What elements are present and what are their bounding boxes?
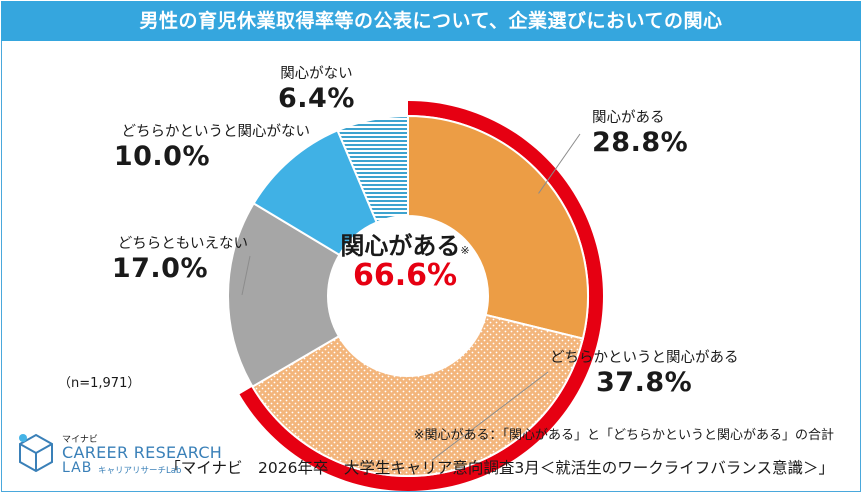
- slice-interested: [407, 114, 589, 340]
- slice-label-somewhat-interested: どちらかというと関心がある 37.8%: [550, 346, 739, 398]
- highlight-label: 関心がある: [340, 232, 461, 260]
- logo-sub-text: キャリアリサーチLab: [98, 466, 182, 476]
- slice-label-not-interested: 関心がない 6.4%: [278, 62, 355, 114]
- slice-label-interested: 関心がある 28.8%: [592, 106, 688, 158]
- cube-logo-icon: [19, 433, 53, 473]
- logo-main-text: CAREER RESEARCH: [62, 443, 223, 462]
- highlight-mark: ※: [460, 244, 470, 257]
- slice-name: 関心がある: [592, 110, 665, 126]
- slice-label-somewhat-not-interested: どちらかというと関心がない 10.0%: [114, 120, 310, 172]
- highlight-title: 関心がある※: [330, 226, 480, 261]
- slice-neutral: [227, 202, 341, 389]
- slice-value: 28.8%: [592, 127, 689, 158]
- slice-value: 17.0%: [111, 253, 208, 284]
- slice-not-interested: [336, 114, 409, 224]
- slice-label-neutral: どちらともいえない 17.0%: [112, 232, 248, 284]
- logo: マイナビ CAREER RESEARCH LAB キャリアリサーチLab: [16, 432, 222, 476]
- chart-title: 男性の育児休業取得率等の公表について、企業選びにおいての関心: [1, 1, 861, 41]
- slice-somewhat-interested: [251, 313, 585, 477]
- slice-value: 10.0%: [113, 141, 210, 172]
- logo-lab-text: LAB: [62, 460, 93, 476]
- slice-name: どちらかというと関心がある: [550, 350, 739, 366]
- source-citation: 「マイナビ 2026年卒 大学生キャリア意向調査3月＜就活生のワークライフバラン…: [165, 459, 834, 477]
- leader-line: [241, 255, 251, 296]
- slice-name: 関心がない: [280, 66, 353, 82]
- sample-size: （n=1,971）: [58, 376, 141, 391]
- leader-line: [431, 371, 549, 461]
- highlight-value: 66.6%: [352, 258, 458, 293]
- leader-line: [538, 133, 581, 194]
- logo-small-text: マイナビ: [62, 435, 98, 445]
- slice-name: どちらともいえない: [117, 236, 248, 252]
- slice-value: 6.4%: [278, 83, 355, 114]
- slice-name: どちらかというと関心がない: [121, 124, 311, 140]
- footnote: ※関心がある：「関心がある」と「どちらかというと関心がある」の合計: [413, 428, 834, 443]
- slice-value: 37.8%: [596, 367, 693, 398]
